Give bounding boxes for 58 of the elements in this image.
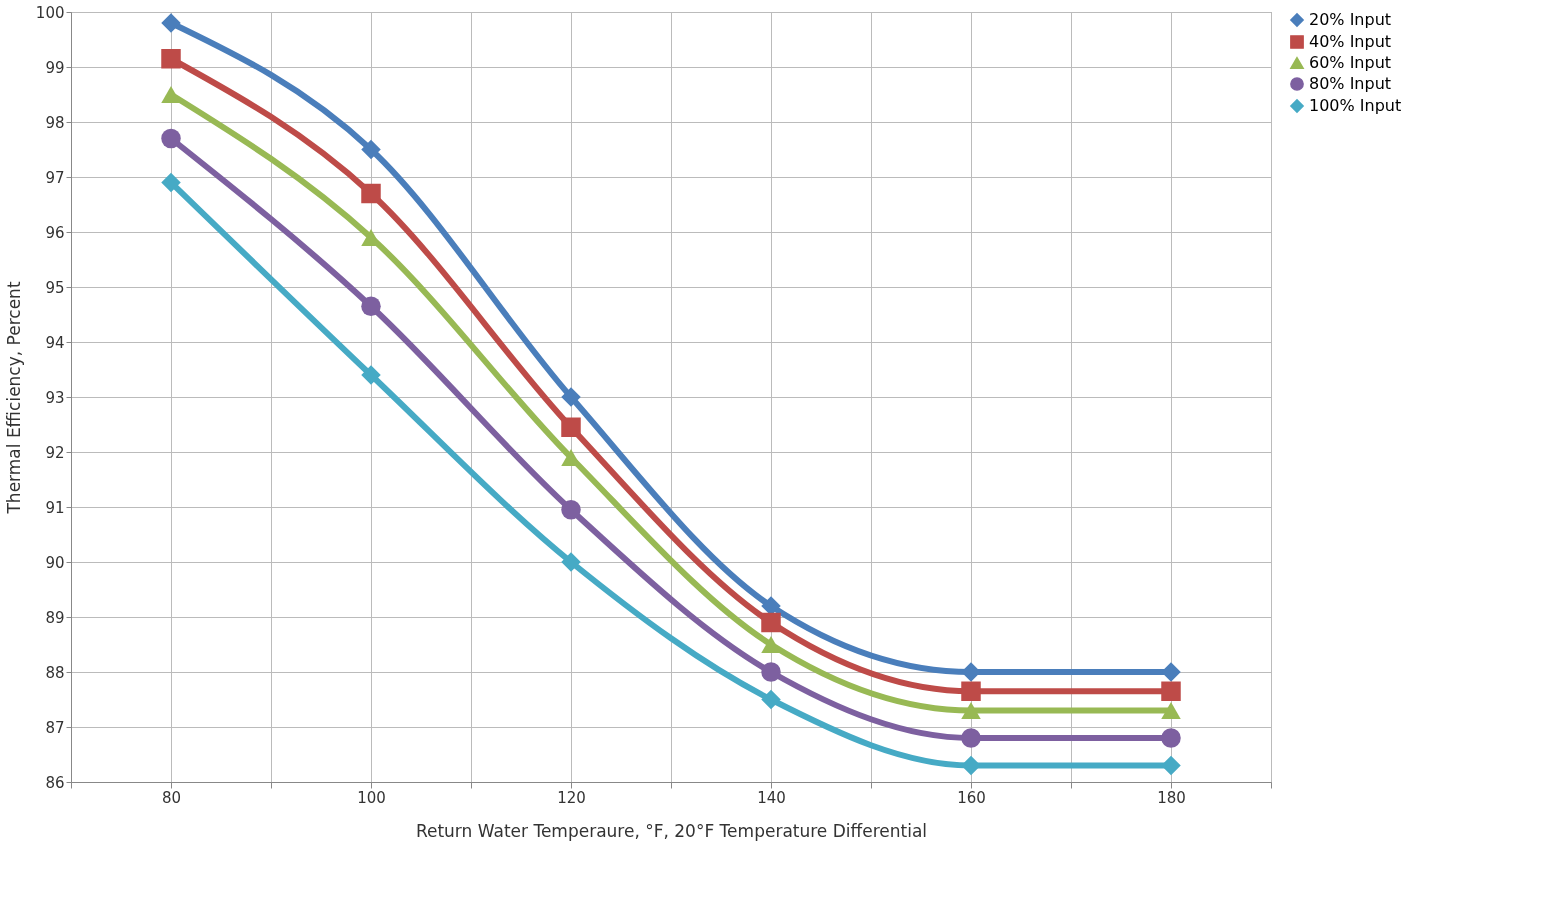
point (761, 596, 781, 616)
point (361, 183, 381, 204)
y-tick-label: 91 (45, 498, 65, 517)
legend-label: 20% Input (1309, 10, 1392, 29)
y-tick-label: 93 (45, 388, 65, 407)
y-tick-label: 90 (45, 553, 65, 572)
point (361, 229, 381, 246)
x-tick-label: 160 (957, 788, 986, 807)
point (161, 172, 181, 193)
x-axis-title: Return Water Temperaure, °F, 20°F Temperature Differential (415, 820, 928, 841)
point (761, 662, 781, 682)
y-tick-label: 88 (45, 663, 65, 682)
y-tick-label: 99 (45, 58, 65, 77)
point (161, 49, 181, 69)
point (161, 128, 181, 149)
point (1161, 755, 1181, 776)
point (961, 662, 981, 682)
point (761, 612, 781, 633)
point (161, 86, 181, 103)
x-tick-label: 140 (757, 788, 786, 807)
y-tick-label: 97 (45, 168, 65, 187)
y-axis-title: Thermal Efficiency, Percent (3, 281, 24, 515)
legend-label: 80% Input (1309, 74, 1392, 93)
y-tick-label: 95 (45, 278, 65, 297)
point (361, 365, 381, 385)
point (1161, 662, 1181, 682)
legend-label: 40% Input (1309, 32, 1392, 51)
point (1161, 681, 1181, 701)
point (961, 728, 981, 748)
y-tick-label: 92 (45, 443, 65, 462)
y-tick-label: 98 (45, 113, 65, 132)
y-tick-label: 86 (45, 773, 65, 792)
y-tick-label: 96 (45, 223, 65, 242)
x-tick-label: 80 (161, 788, 182, 807)
point (361, 139, 381, 160)
point (961, 681, 981, 701)
y-tick-label: 87 (45, 718, 65, 737)
legend-label: 60% Input (1309, 53, 1392, 72)
x-tick-label: 180 (1157, 788, 1186, 807)
point (161, 13, 181, 33)
point (561, 417, 581, 437)
point (561, 500, 581, 520)
point (561, 449, 581, 466)
x-tick-label: 120 (557, 788, 586, 807)
y-tick-label: 89 (45, 608, 65, 627)
y-tick-label: 100 (35, 3, 65, 22)
point (561, 387, 581, 407)
point (361, 296, 381, 316)
point (1161, 702, 1181, 719)
point (961, 755, 981, 776)
point (961, 702, 981, 719)
point (761, 636, 781, 653)
point (561, 552, 581, 572)
point (1161, 728, 1181, 748)
x-tick-label: 100 (357, 788, 386, 807)
point (761, 689, 781, 710)
legend-label: 100% Input (1309, 96, 1402, 115)
y-tick-label: 94 (45, 333, 65, 352)
